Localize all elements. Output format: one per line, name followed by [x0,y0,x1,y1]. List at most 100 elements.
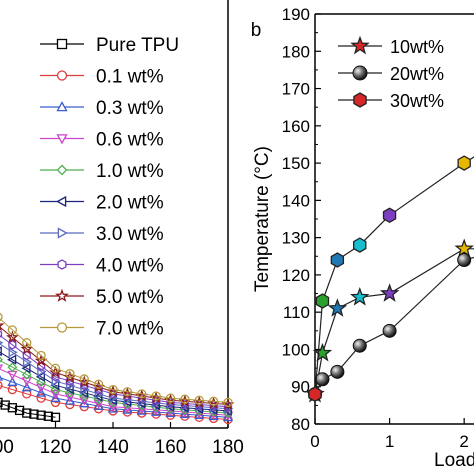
series-point [350,287,370,306]
legend-label: Pure TPU [96,35,179,56]
panel-a-x-tick-label: 100 [0,437,14,458]
legend-item: 20wt% [338,64,444,84]
panel-a-x-tick-label: 160 [155,437,187,458]
legend-item: 30wt% [338,91,444,111]
series-point [194,395,204,405]
series-7-0-wt- [0,312,233,408]
series-point [0,381,3,390]
series-point [0,323,5,332]
panel-b-x-tick-label: 0 [310,432,319,451]
legend-label: 5.0 wt% [96,287,164,308]
series-point [315,293,330,309]
series-point [93,379,104,389]
series-point [36,410,46,420]
panel-b-y-tick-label: 180 [282,42,310,61]
legend-label: 4.0 wt% [96,256,164,277]
series-point [353,237,367,253]
legend-label: 1.0 wt% [96,161,164,182]
series-point [223,397,233,408]
series-point [122,404,133,414]
series-point [7,403,18,413]
series-point [93,400,104,410]
panel-b-y-axis-label: Temperature (°C) [252,146,273,292]
legend-marker-icon [57,259,67,270]
legend-marker-icon [56,322,68,333]
legend-marker-icon [56,38,68,50]
panel-a: 100 120 140 160 180 Pure TPU 0.1 wt% 0.3 wt% 0.6… [0,0,244,458]
legend-item: 5.0 wt% [40,287,164,308]
series-point [65,376,74,386]
series-point [382,207,397,224]
series-point [50,412,61,422]
series-point [208,396,219,406]
legend-item: 10wt% [338,35,444,57]
panel-b-y-tick-label: 140 [282,191,310,210]
legend-label: 0.1 wt% [96,67,164,88]
panel-a-legend: Pure TPU 0.1 wt% 0.3 wt% 0.6 wt% 1.0 wt% 2.0 … [40,35,179,340]
panel-b-y-tick-label: 170 [282,80,310,99]
legend-label: 2.0 wt% [96,193,164,214]
panel-b-y-tick-label: 100 [282,340,310,359]
series-20wt- [308,253,474,402]
panel-b-x-axis-label: Load [434,450,474,471]
series-point [93,399,104,409]
series-point [22,338,32,348]
series-point [36,393,46,403]
legend-marker-icon [56,101,68,112]
series-point [80,384,90,395]
series-point [0,356,3,363]
series-pure-tpu [0,397,61,422]
series-point [109,392,119,404]
series-line [314,156,474,395]
series-point [36,350,46,361]
legend-label: 20wt% [390,64,444,84]
legend-label: 0.6 wt% [96,130,164,151]
series-line [0,326,229,405]
legend-marker-icon [57,227,68,239]
series-point [330,364,345,379]
panel-b-y-tick-label: 150 [282,154,310,173]
legend-label: 30wt% [390,91,444,111]
legend-label: 7.0 wt% [96,319,164,340]
legend-item: 7.0 wt% [40,319,164,340]
series-point [65,368,75,379]
series-point [165,407,176,417]
series-point [308,386,322,402]
panel-b-y-tick-label: 90 [291,378,310,397]
series-point [20,342,34,355]
series-point [7,354,17,365]
legend-item: 3.0 wt% [40,224,164,245]
legend-marker-icon [350,35,370,55]
series-point [50,392,61,402]
series-point [51,375,61,387]
legend-marker-icon [56,164,68,176]
panel-b-x-tick-label: 2 [459,432,468,451]
series-point [35,383,47,393]
series-point [0,312,3,322]
panel-a-x-tick-label: 180 [212,437,244,458]
series-point [22,408,32,418]
series-line [0,318,229,403]
series-point [330,252,345,268]
panel-a-x-tick-label: 120 [40,437,72,458]
series-point [29,409,39,419]
legend-item: Pure TPU [40,35,179,56]
series-point [64,393,76,403]
legend-marker-icon [56,195,67,208]
series-point [66,380,76,391]
series-point [8,347,18,358]
series-point [122,387,133,397]
series-point [93,391,103,402]
series-point [327,298,348,317]
series-point [151,391,161,401]
panel-b: b 80 90 100 110 120 130 140 150 160 170 180 190 0 1 2 Te… [251,5,474,471]
series-point [64,395,76,405]
series-point [123,394,133,405]
series-point [352,338,367,353]
panel-b-legend: 10wt% 20wt% 30wt% [338,35,444,111]
panel-b-y-tick-label: 80 [291,415,310,434]
series-point [0,330,3,338]
panel-b-y-tick-label: 120 [282,266,310,285]
legend-item: 0.3 wt% [40,98,164,119]
